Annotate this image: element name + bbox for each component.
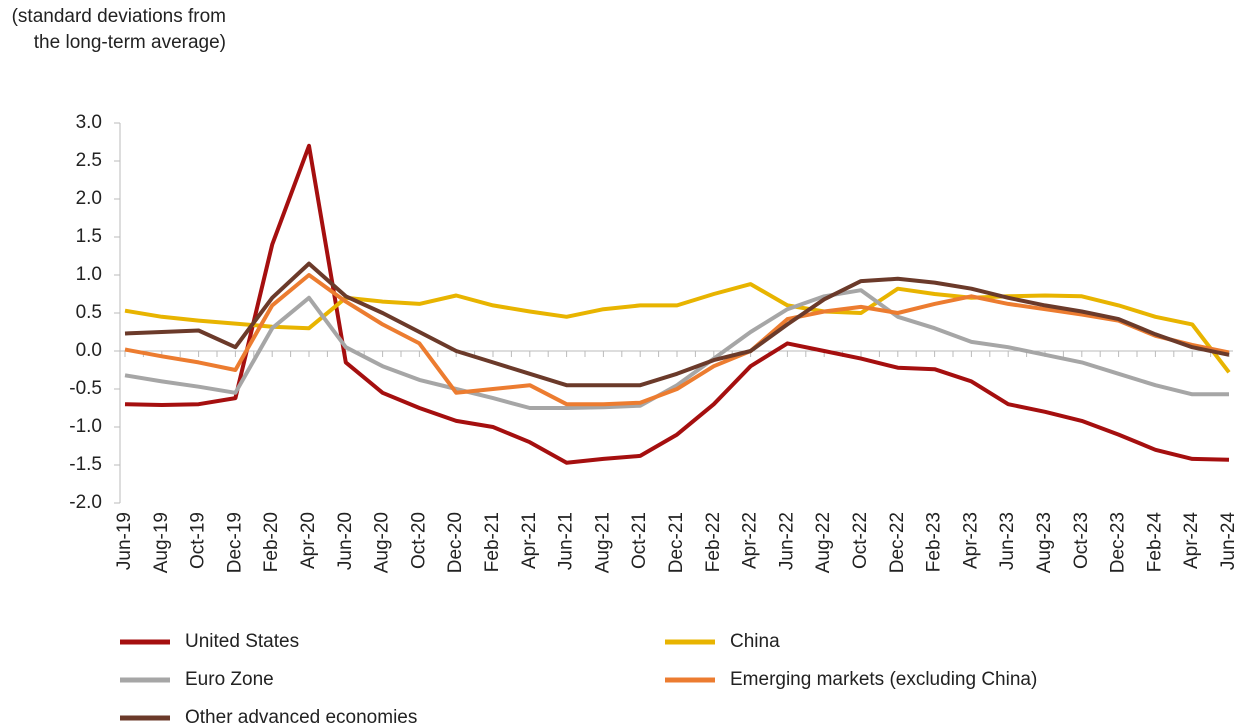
- series-line: [124, 261, 1230, 388]
- y-tick-label: -2.0: [69, 492, 102, 513]
- x-tick-label: Oct-20: [408, 512, 429, 569]
- x-tick-label: Oct-21: [629, 512, 650, 569]
- x-tick-label: Oct-22: [850, 512, 871, 569]
- x-tick-label: Aug-23: [1034, 512, 1055, 573]
- x-tick-label: Apr-23: [960, 512, 981, 569]
- x-tick-label: Apr-24: [1181, 512, 1202, 569]
- x-tick-label: Dec-19: [224, 512, 245, 573]
- x-tick-label: Jun-22: [776, 512, 797, 570]
- x-tick-label: Oct-23: [1071, 512, 1092, 569]
- x-tick-label: Dec-20: [445, 512, 466, 573]
- y-tick-label: -0.5: [69, 378, 102, 399]
- y-tick-label: 2.0: [76, 188, 102, 209]
- legend-label: Euro Zone: [185, 669, 274, 690]
- x-tick-label: Dec-22: [887, 512, 908, 573]
- x-tick-label: Oct-19: [188, 512, 209, 569]
- series-line: [124, 143, 1230, 465]
- series-line: [124, 288, 1229, 410]
- x-tick-label: Jun-21: [556, 512, 577, 570]
- x-tick-label: Jun-24: [1218, 512, 1238, 571]
- legend-label: China: [730, 631, 780, 652]
- series-line: [124, 273, 1230, 407]
- x-tick-label: Feb-24: [1144, 512, 1165, 573]
- y-tick-label: -1.5: [69, 454, 102, 475]
- x-tick-label: Apr-20: [298, 512, 319, 569]
- x-tick-label: Aug-19: [151, 512, 172, 573]
- y-axis-label: (standard deviations from the long-term …: [11, 6, 226, 53]
- y-tick-label: 2.5: [76, 150, 102, 171]
- x-tick-label: Feb-22: [703, 512, 724, 572]
- x-tick-label: Feb-23: [924, 512, 945, 572]
- y-tick-label: 1.0: [76, 264, 102, 285]
- legend-label: United States: [185, 631, 299, 652]
- series-line: [124, 282, 1231, 374]
- y-tick-label: 1.5: [76, 226, 102, 247]
- x-tick-label: Feb-21: [482, 512, 503, 572]
- x-tick-label: Aug-22: [813, 512, 834, 573]
- x-tick-label: Apr-21: [519, 512, 540, 569]
- x-tick-label: Jun-23: [997, 512, 1018, 570]
- y-tick-label: 0.5: [76, 302, 102, 323]
- y-tick-label: 3.0: [76, 112, 102, 133]
- x-tick-label: Dec-23: [1108, 512, 1129, 573]
- x-tick-label: Jun-20: [335, 512, 356, 570]
- x-tick-label: Feb-20: [261, 512, 282, 572]
- legend-label: Emerging markets (excluding China): [730, 669, 1037, 690]
- x-tick-label: Jun-19: [114, 512, 135, 570]
- x-tick-label: Aug-21: [592, 512, 613, 573]
- y-tick-label: -1.0: [69, 416, 102, 437]
- x-tick-label: Aug-20: [372, 512, 393, 573]
- x-tick-label: Dec-21: [666, 512, 687, 573]
- x-tick-label: Apr-22: [740, 512, 761, 569]
- legend-label: Other advanced economies: [185, 707, 417, 728]
- y-tick-label: 0.0: [76, 340, 102, 361]
